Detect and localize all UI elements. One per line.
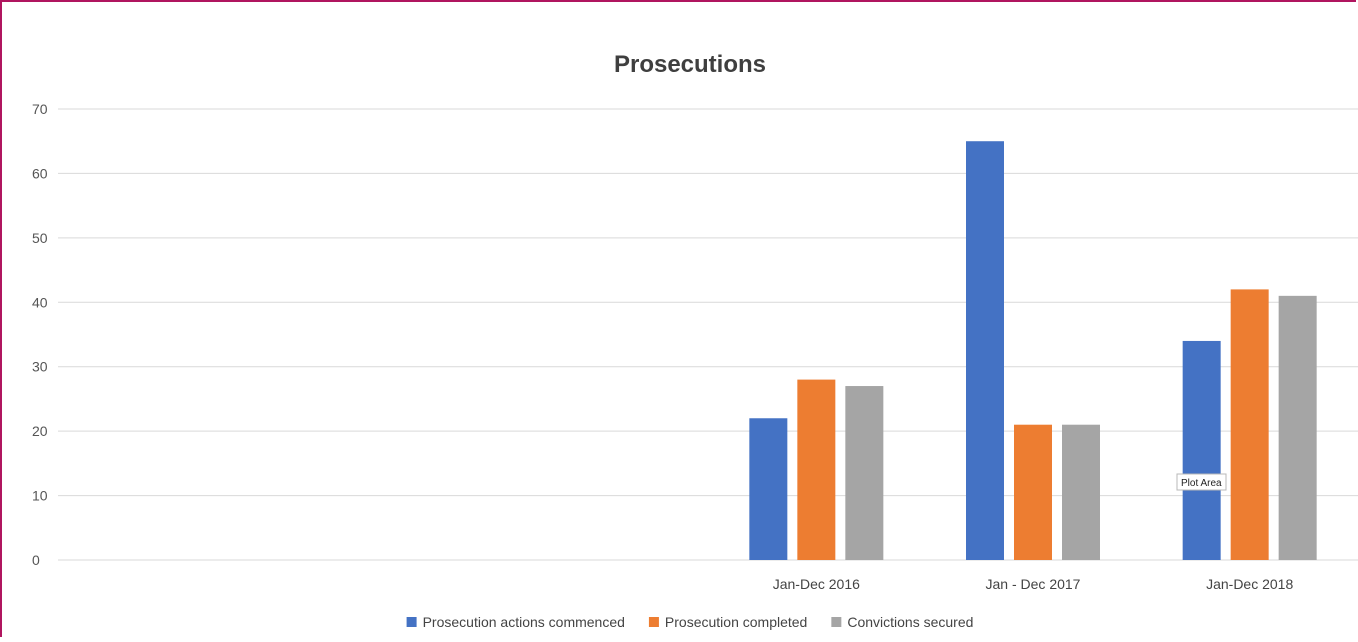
y-tick-label: 50 [32,230,48,246]
legend-swatch [831,617,842,627]
bars[interactable] [749,141,1317,560]
plot-area-tooltip: Plot Area [1176,473,1227,491]
bar[interactable] [845,386,884,560]
bar[interactable] [797,379,836,560]
bar[interactable] [966,141,1004,560]
legend-label: Convictions secured [847,614,973,630]
y-tick-label: 40 [32,294,48,310]
x-tick-label: Jan-Dec 2018 [1206,576,1293,592]
gridlines [58,108,1358,561]
tooltip-label: Plot Area [1181,478,1222,489]
bar[interactable] [749,418,788,560]
bar[interactable] [1278,295,1317,560]
bar[interactable] [1182,340,1221,560]
bar[interactable] [1014,424,1052,560]
legend-item[interactable]: Prosecution actions commenced [406,614,625,630]
bar[interactable] [1062,424,1100,560]
y-tick-label: 70 [32,101,48,117]
legend-item[interactable]: Convictions secured [831,614,973,630]
y-tick-label: 30 [32,359,48,375]
legend-label: Prosecution actions commenced [423,614,625,630]
y-tick-label: 0 [32,552,40,568]
legend-label: Prosecution completed [665,614,807,630]
legend-swatch [648,617,659,627]
legend-item[interactable]: Prosecution completed [648,614,807,630]
bar[interactable] [1230,289,1269,560]
legend-swatch [406,617,417,627]
chart-title: Prosecutions [614,51,766,78]
x-tick-label: Jan - Dec 2017 [986,576,1081,592]
x-axis-ticks: Jan-Dec 2016 Jan - Dec 2017 Jan-Dec 2018 [773,576,1294,592]
y-tick-label: 20 [32,423,48,439]
y-axis-ticks: 0 10 20 30 40 50 60 70 [32,101,48,568]
y-tick-label: 10 [32,488,48,504]
legend[interactable]: Prosecution actions commenced Prosecution… [406,614,974,630]
x-tick-label: Jan-Dec 2016 [773,576,860,592]
y-tick-label: 60 [32,165,48,181]
tooltip-box [1176,473,1227,491]
